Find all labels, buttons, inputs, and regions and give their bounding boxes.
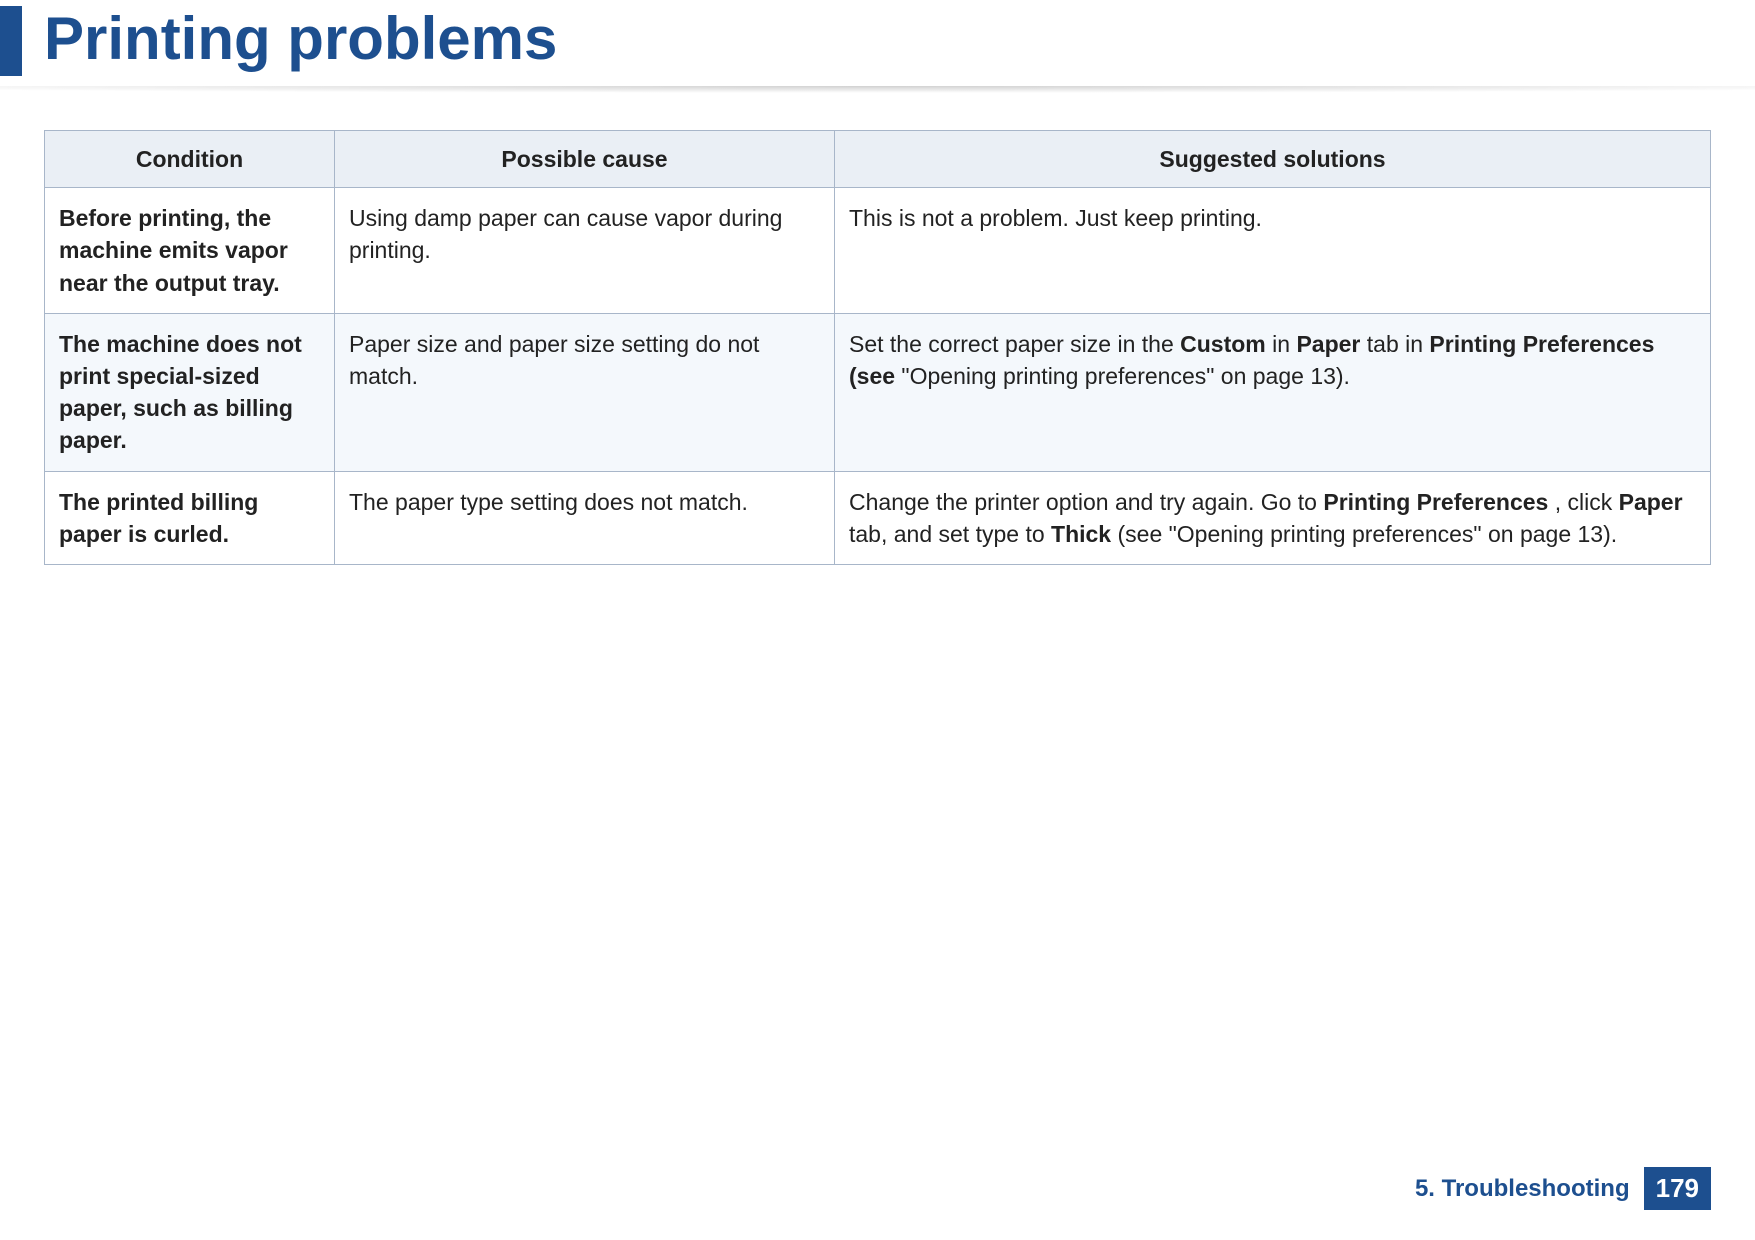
footer-section: 5. Troubleshooting bbox=[1415, 1175, 1630, 1203]
cell-solution: Change the printer option and try again.… bbox=[835, 471, 1711, 564]
table-container: Condition Possible cause Suggested solut… bbox=[0, 104, 1755, 565]
table-row: The printed billing paper is curled.The … bbox=[45, 471, 1711, 564]
cell-condition: The machine does not print special-sized… bbox=[45, 313, 335, 471]
col-header-solutions: Suggested solutions bbox=[835, 131, 1711, 188]
table-body: Before printing, the machine emits vapor… bbox=[45, 188, 1711, 565]
table-row: Before printing, the machine emits vapor… bbox=[45, 188, 1711, 314]
cell-cause: Using damp paper can cause vapor during … bbox=[335, 188, 835, 314]
troubleshoot-table: Condition Possible cause Suggested solut… bbox=[44, 130, 1711, 565]
page-number-badge: 179 bbox=[1644, 1167, 1711, 1210]
cell-cause: Paper size and paper size setting do not… bbox=[335, 313, 835, 471]
header-divider bbox=[0, 86, 1755, 104]
table-row: The machine does not print special-sized… bbox=[45, 313, 1711, 471]
cell-condition: Before printing, the machine emits vapor… bbox=[45, 188, 335, 314]
col-header-cause: Possible cause bbox=[335, 131, 835, 188]
cell-condition: The printed billing paper is curled. bbox=[45, 471, 335, 564]
cell-cause: The paper type setting does not match. bbox=[335, 471, 835, 564]
col-header-condition: Condition bbox=[45, 131, 335, 188]
accent-bar bbox=[0, 6, 22, 76]
page-footer: 5. Troubleshooting 179 bbox=[1415, 1167, 1711, 1210]
cell-solution: This is not a problem. Just keep printin… bbox=[835, 188, 1711, 314]
cell-solution: Set the correct paper size in the Custom… bbox=[835, 313, 1711, 471]
table-header-row: Condition Possible cause Suggested solut… bbox=[45, 131, 1711, 188]
page-header: Printing problems bbox=[0, 0, 1755, 104]
page-title: Printing problems bbox=[0, 6, 1755, 72]
